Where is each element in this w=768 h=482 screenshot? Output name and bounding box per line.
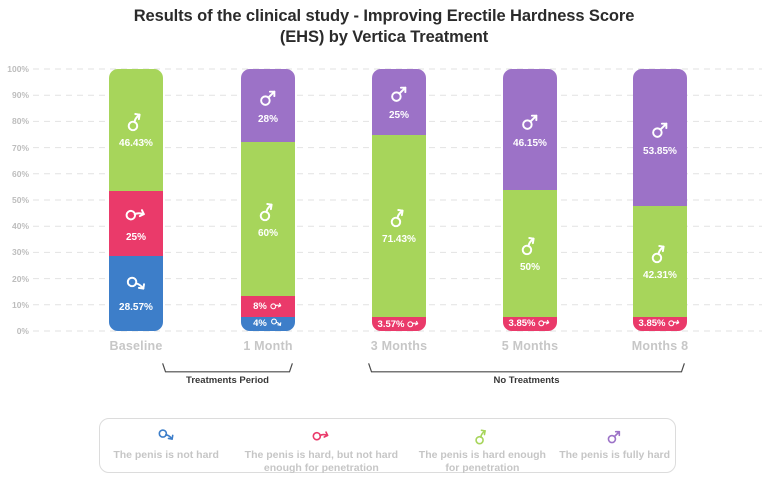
legend-item-not-hard: The penis is not hard [100, 427, 232, 462]
legend-item-hard-enough: The penis is hard enough for penetration [411, 427, 555, 475]
bracket-shape [162, 363, 293, 373]
bracket-shape [368, 363, 685, 373]
bar-3-months: 25% 71.43% 3.57% [372, 69, 426, 331]
mars-curved-up-icon [390, 209, 404, 228]
y-tick-label: 60% [11, 168, 29, 179]
legend-label: The penis is hard enough for penetration [418, 449, 546, 474]
bar-segment-fully-hard: 28% [241, 69, 295, 143]
legend: The penis is not hard The penis is hard, … [99, 418, 676, 475]
bar-segment-not-hard: 4% [241, 316, 295, 331]
mars-droop-icon [270, 319, 282, 327]
mars-curved-down-icon [538, 317, 551, 329]
mars-straight-icon [390, 86, 406, 103]
mars-droop-icon [126, 276, 145, 290]
bracket-label: Treatments Period [186, 375, 269, 386]
mars-curved-down-icon [407, 317, 420, 329]
bar-segment-hard-not-enough: 8% [241, 296, 295, 317]
annotation-treatments-period: Treatments Period [162, 363, 293, 386]
mars-curved-down-icon [668, 317, 681, 329]
mars-curved-up-icon [475, 429, 486, 445]
y-tick-label: 20% [11, 273, 29, 284]
mars-straight-icon [607, 430, 621, 444]
mars-straight-icon [259, 90, 275, 106]
x-label-baseline: Baseline [109, 339, 163, 353]
segment-value: 25% [125, 231, 146, 243]
segment-value: 42.31% [643, 270, 677, 282]
bracket-label: No Treatments [493, 375, 560, 386]
bar-segment-fully-hard: 53.85% [633, 69, 687, 207]
bar-segment-hard-enough: 71.43% [372, 134, 426, 317]
segment-value: 3.85% [508, 318, 536, 330]
bar-segment-hard-enough: 42.31% [633, 206, 687, 317]
x-label-1-month: 1 Month [243, 339, 293, 353]
chart-title-line1: Results of the clinical study - Improvin… [133, 7, 635, 25]
mars-curved-up-icon [127, 113, 141, 132]
y-tick-label: 30% [11, 247, 29, 258]
bar-segment-hard-not-enough: 3.85% [633, 316, 687, 331]
y-tick-label: 0% [16, 326, 29, 336]
mars-curved-down-icon [311, 427, 329, 444]
bar-baseline: 46.43% 25% 28.57% [109, 69, 163, 331]
bar-segment-hard-enough: 46.43% [109, 69, 163, 191]
mars-straight-icon [651, 122, 667, 138]
mars-curved-up-icon [259, 202, 273, 221]
mars-curved-up-icon [521, 236, 535, 256]
x-label-3-months: 3 Months [370, 339, 428, 353]
y-tick-label: 40% [11, 221, 29, 232]
mars-curved-down-icon [124, 203, 145, 224]
bar-segment-hard-enough: 50% [503, 189, 557, 317]
bar-segment-fully-hard: 46.15% [503, 69, 557, 190]
mars-curved-down-icon [269, 300, 282, 312]
x-label-months-8: Months 8 [631, 339, 689, 353]
x-label-5-months: 5 Months [501, 339, 559, 353]
y-tick-label: 90% [11, 90, 29, 101]
segment-value: 3.85% [638, 318, 666, 330]
annotation-no-treatments: No Treatments [368, 363, 685, 386]
segment-value: 28% [257, 114, 278, 126]
legend-label: The penis is fully hard [559, 449, 671, 461]
y-tick-label: 100% [7, 64, 29, 74]
chart-title-line2: (EHS) by Vertica Treatment [279, 28, 489, 46]
y-tick-label: 70% [11, 142, 29, 153]
segment-value: 28.57% [119, 302, 153, 314]
segment-value: 71.43% [382, 234, 416, 246]
bar-segment-hard-not-enough: 3.85% [503, 316, 557, 331]
segment-value: 4% [253, 318, 267, 330]
legend-label: The penis is hard, but not hard enough f… [244, 449, 399, 474]
bar-segment-hard-enough: 60% [241, 142, 295, 297]
y-tick-label: 50% [11, 195, 29, 205]
bar-segment-hard-not-enough: 25% [109, 190, 163, 257]
segment-value: 60% [257, 227, 278, 239]
legend-item-fully-hard: The penis is fully hard [554, 427, 675, 462]
segment-value: 50% [519, 261, 540, 273]
segment-value: 46.15% [513, 137, 547, 149]
bar-months-8: 53.85% 42.31% 3.85% [633, 69, 687, 331]
bar-segment-fully-hard: 25% [372, 69, 426, 135]
segment-value: 3.57% [377, 318, 405, 330]
y-tick-label: 10% [11, 299, 29, 310]
mars-curved-up-icon [651, 245, 665, 264]
segment-value: 53.85% [643, 146, 677, 158]
y-tick-label: 80% [11, 116, 29, 127]
mars-droop-icon [158, 429, 174, 440]
bar-5-months: 46.15% 50% 3.85% [503, 69, 557, 331]
legend-label: The penis is not hard [113, 449, 219, 461]
segment-value: 8% [253, 301, 267, 312]
bar-segment-not-hard: 28.57% [109, 256, 163, 331]
chart-title: Results of the clinical study - Improvin… [0, 6, 768, 48]
segment-value: 25% [388, 110, 409, 122]
legend-item-hard-not-enough: The penis is hard, but not hard enough f… [232, 427, 410, 475]
mars-straight-icon [521, 114, 537, 130]
bar-1-month: 28% 60% 8% 4% [241, 69, 295, 331]
segment-value: 46.43% [119, 138, 153, 150]
bar-segment-hard-not-enough: 3.57% [372, 317, 426, 331]
